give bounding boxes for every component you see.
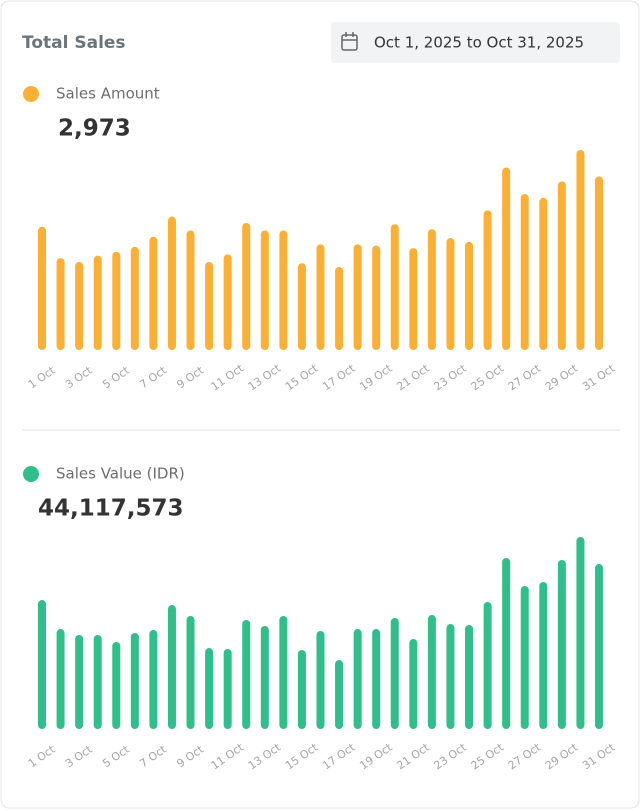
bar [353, 244, 362, 350]
bar [112, 251, 121, 350]
bar [483, 210, 492, 350]
bar [409, 248, 418, 350]
bar [316, 631, 325, 729]
bar [75, 634, 84, 729]
bar [205, 648, 214, 729]
bar [186, 615, 195, 729]
legend-swatch [23, 86, 39, 102]
bar [335, 266, 344, 350]
bar [353, 629, 362, 729]
bar [427, 615, 436, 729]
bar [260, 230, 269, 350]
bar [38, 600, 46, 729]
bar [595, 564, 603, 729]
bar [297, 650, 306, 729]
bar [465, 624, 474, 729]
bar [502, 557, 511, 729]
bar [539, 581, 548, 729]
bar [576, 150, 585, 350]
bar [260, 626, 269, 729]
bar [502, 167, 511, 350]
legend-swatch [23, 466, 39, 482]
bar [149, 629, 158, 729]
bar [409, 639, 418, 729]
bar [316, 244, 325, 350]
date-picker[interactable]: Oct 1, 2025 to Oct 31, 2025 [331, 22, 620, 63]
bar [446, 624, 455, 729]
bar [186, 230, 195, 350]
bar [93, 634, 102, 729]
bar [149, 236, 158, 350]
bar [130, 246, 139, 350]
bar [130, 633, 139, 729]
bar [38, 226, 46, 350]
legend-label: Sales Amount [56, 85, 160, 103]
bar [390, 224, 399, 350]
calendar-icon [341, 32, 358, 51]
legend-label: Sales Value (IDR) [56, 465, 185, 483]
bar [167, 216, 176, 350]
bar [279, 230, 288, 350]
bar [557, 181, 566, 350]
bar [112, 641, 121, 729]
bar [242, 619, 251, 729]
bar [279, 615, 288, 729]
bar [520, 586, 529, 729]
bar [372, 629, 381, 729]
bar [223, 254, 232, 350]
bar [56, 629, 65, 729]
bar [56, 258, 65, 350]
date-range[interactable]: Oct 1, 2025 to Oct 31, 2025 [374, 34, 584, 52]
bar [576, 537, 585, 729]
bar [75, 261, 84, 350]
card-title: Total Sales [22, 33, 126, 53]
bar [372, 245, 381, 350]
bar [223, 648, 232, 729]
bar [205, 261, 214, 350]
bar [595, 176, 603, 350]
bar [242, 222, 251, 350]
total-value: 2,973 [58, 116, 131, 142]
date-box[interactable] [331, 22, 620, 63]
bar [465, 241, 474, 350]
bar [446, 238, 455, 350]
bar [557, 559, 566, 729]
bar [167, 605, 176, 729]
bar [539, 197, 548, 350]
bar [483, 602, 492, 729]
bar [335, 660, 344, 729]
bar [390, 617, 399, 729]
bar [297, 263, 306, 350]
bar [520, 194, 529, 350]
total-value: 44,117,573 [38, 496, 184, 522]
bar [427, 229, 436, 350]
bar [93, 255, 102, 350]
